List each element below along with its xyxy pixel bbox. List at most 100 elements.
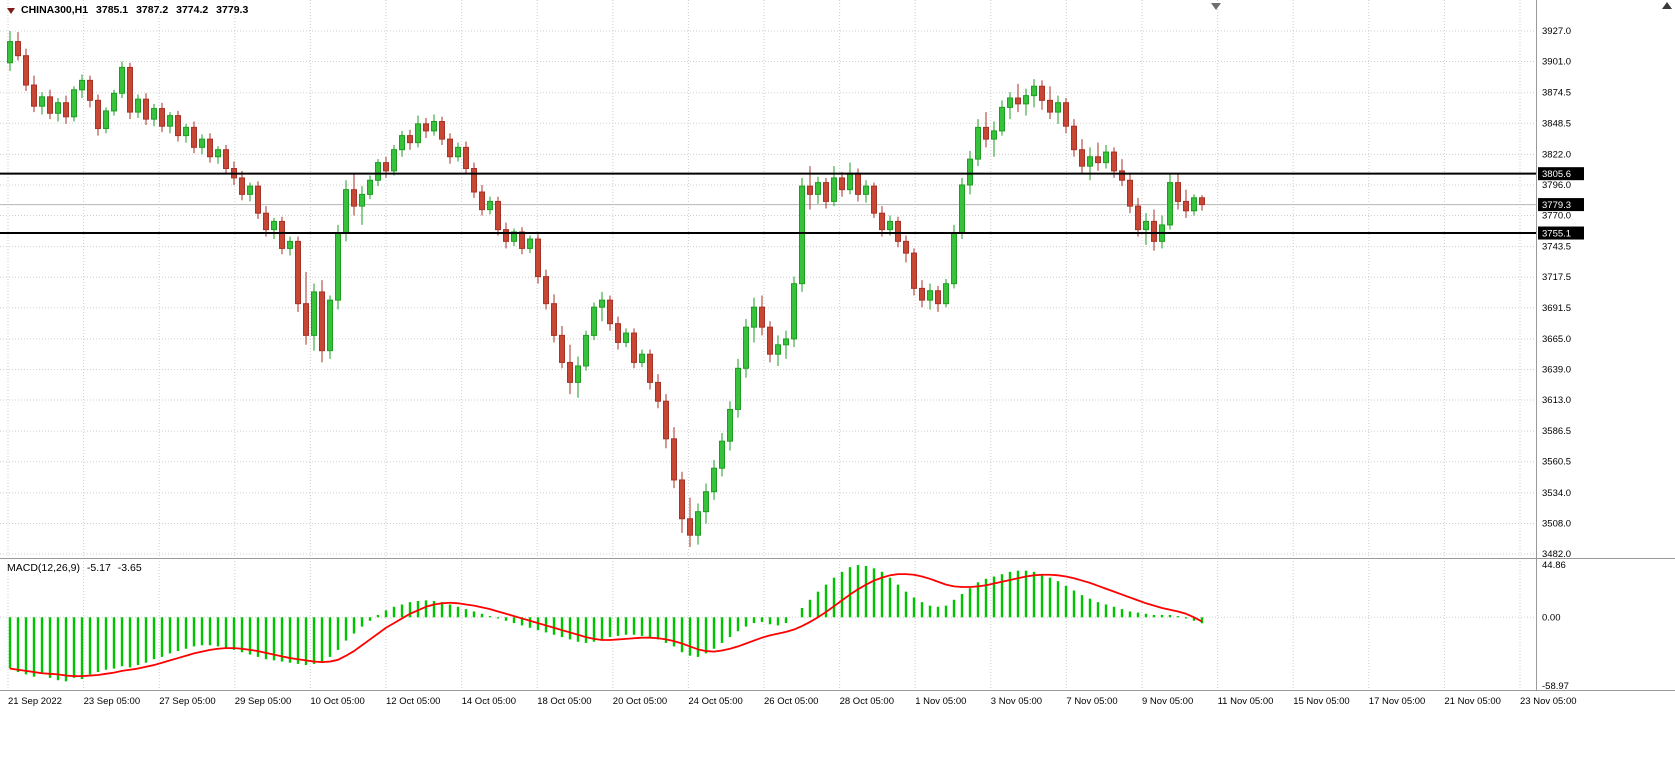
macd-scale-label: 44.86 [1542, 560, 1566, 571]
candle [407, 135, 413, 144]
candle [1135, 205, 1141, 231]
candle [343, 189, 349, 234]
macd-indicator-label: MACD(12,26,9) -5.17 -3.65 [7, 562, 146, 574]
candle [215, 149, 221, 158]
candle [239, 177, 245, 195]
macd-value-main: -5.17 [86, 562, 111, 574]
legend-close: 3779.3 [216, 4, 249, 16]
time-tick-label: 20 Oct 05:00 [613, 696, 667, 707]
candle [871, 185, 877, 214]
candle [711, 467, 717, 493]
candle [671, 438, 677, 481]
candle [143, 98, 149, 120]
price-tick-label: 3665.0 [1542, 334, 1571, 345]
candle [351, 189, 357, 207]
candle [1103, 151, 1109, 164]
candle [335, 232, 341, 301]
candle [559, 334, 565, 363]
price-tick-label: 3822.0 [1542, 149, 1571, 160]
time-tick-label: 7 Nov 05:00 [1066, 696, 1117, 707]
candle [375, 162, 381, 181]
candle [423, 123, 429, 132]
candle [279, 220, 285, 249]
candle [255, 185, 261, 214]
candle [1143, 220, 1149, 231]
candle [79, 79, 85, 91]
candle [1183, 200, 1189, 212]
candle [967, 158, 973, 186]
candle [1015, 97, 1021, 105]
candle [1167, 182, 1173, 226]
candle [311, 291, 317, 336]
candle [71, 89, 77, 118]
candle [927, 290, 933, 301]
candle [727, 408, 733, 442]
candle [471, 168, 477, 193]
candle [583, 334, 589, 367]
candle [191, 126, 197, 148]
gridlines [0, 0, 1536, 690]
candle [447, 138, 453, 158]
candle [879, 212, 885, 231]
candle [1055, 102, 1061, 113]
time-tick-label: 26 Oct 05:00 [764, 696, 818, 707]
corner-triangle-icon [1662, 2, 1672, 9]
legend-high: 3787.2 [136, 4, 169, 16]
candle [303, 303, 309, 336]
candle [247, 185, 253, 195]
chart-shift-marker[interactable] [1211, 3, 1221, 10]
time-tick-label: 10 Oct 05:00 [310, 696, 364, 707]
candle [207, 138, 213, 158]
time-tick-label: 21 Nov 05:00 [1444, 696, 1501, 707]
candle [735, 367, 741, 410]
candle [807, 185, 813, 195]
candle [615, 323, 621, 343]
price-tick-label: 3770.0 [1542, 211, 1571, 222]
candle [551, 303, 557, 336]
candle [415, 123, 421, 144]
time-tick-label: 27 Sep 05:00 [159, 696, 216, 707]
candle [887, 220, 893, 231]
candle [775, 344, 781, 355]
time-tick-label: 11 Nov 05:00 [1218, 696, 1274, 707]
candle [95, 99, 101, 130]
time-tick-label: 29 Sep 05:00 [235, 696, 292, 707]
price-tick-label: 3927.0 [1542, 26, 1571, 37]
candle [951, 232, 957, 285]
time-axis[interactable]: 21 Sep 2022 23 Sep 05:00 27 Sep 05:00 29 Se… [8, 696, 1577, 707]
price-tag-label: 3805.6 [1542, 169, 1571, 180]
candle [1151, 220, 1157, 242]
candle [7, 41, 13, 64]
time-tick-label: 18 Oct 05:00 [537, 696, 591, 707]
candle [63, 102, 69, 118]
level-lines[interactable] [0, 172, 1536, 235]
candle [831, 177, 837, 202]
candle [1175, 182, 1181, 202]
candle [39, 96, 45, 107]
legend-low: 3774.2 [176, 4, 209, 16]
price-tag [1538, 198, 1584, 212]
candle [1119, 170, 1125, 181]
candle [639, 353, 645, 363]
candle [799, 185, 805, 285]
candle [935, 290, 941, 305]
price-axis[interactable]: 3927.0 3901.0 3874.5 3848.5 3822.0 3796.0 3770… [1538, 26, 1584, 560]
candle [519, 231, 525, 249]
candle [919, 287, 925, 301]
candle [1063, 102, 1069, 127]
candle [55, 102, 61, 114]
candle [159, 108, 165, 127]
one-click-trading-arrow-icon[interactable] [7, 8, 15, 14]
candle [319, 291, 325, 352]
candle [1047, 99, 1053, 113]
candle [567, 361, 573, 383]
candle [823, 182, 829, 202]
candle [631, 332, 637, 363]
macd-scale-label: -58.97 [1542, 681, 1569, 692]
candle [23, 55, 29, 86]
macd-scale-label: 0.00 [1542, 612, 1561, 623]
candle [31, 84, 37, 107]
candle [167, 115, 173, 127]
